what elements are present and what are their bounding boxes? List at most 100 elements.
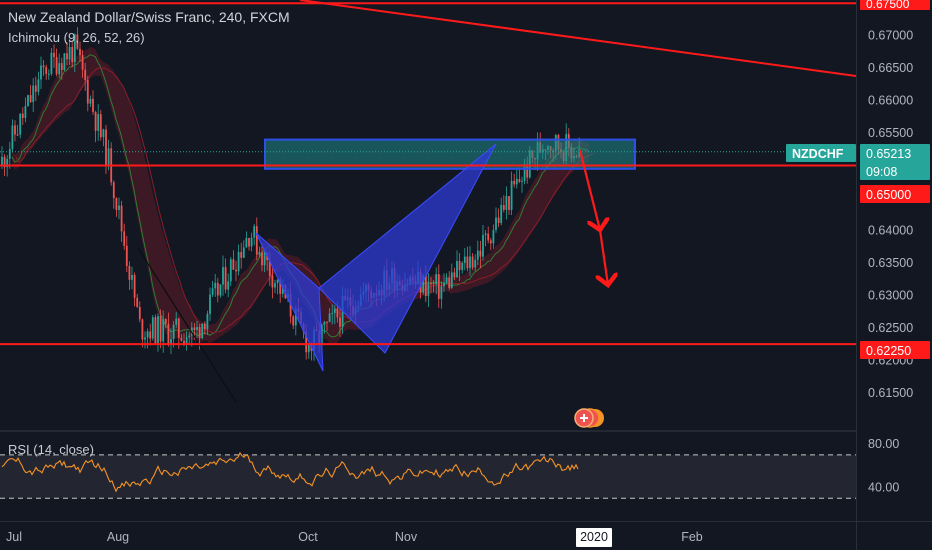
trendline-lower[interactable] xyxy=(137,247,237,403)
candle-body xyxy=(437,274,440,299)
candle-body xyxy=(232,259,235,270)
candle-body xyxy=(495,217,497,230)
candle-body xyxy=(222,267,224,285)
candle-body xyxy=(34,85,37,92)
candle-body xyxy=(235,269,237,272)
candle-body xyxy=(489,240,492,244)
candle-body xyxy=(97,114,100,131)
level-badge-0-6225[interactable]: 0.62250 xyxy=(860,341,930,359)
candle-body xyxy=(94,111,97,131)
candle-body xyxy=(214,282,217,289)
price-candles xyxy=(1,27,581,361)
last-price-badge[interactable]: 0.65213 09:08 xyxy=(860,144,930,180)
candle-body xyxy=(271,275,274,288)
candle-body xyxy=(68,46,71,60)
candle-body xyxy=(466,256,469,269)
candle-body xyxy=(40,65,42,80)
candle-body xyxy=(500,205,503,224)
candle-body xyxy=(105,129,107,167)
candle-body xyxy=(261,252,263,266)
candle-body xyxy=(37,79,40,92)
candle-body xyxy=(66,53,68,60)
candle-body xyxy=(268,260,271,276)
candle-body xyxy=(305,331,308,353)
candle-body xyxy=(456,261,458,278)
symbol-badge[interactable]: NZDCHF xyxy=(786,144,856,162)
price-top-badge[interactable]: 0.67500 xyxy=(860,0,930,11)
candle-body xyxy=(19,113,22,135)
candle-body xyxy=(461,262,464,271)
time-tick-label: 2020 xyxy=(580,530,608,544)
resistance-zone[interactable] xyxy=(264,138,636,170)
harmonic-pattern-right[interactable] xyxy=(318,143,497,354)
price-tick-label: 0.61500 xyxy=(868,386,913,400)
candle-body xyxy=(471,256,474,268)
candle-body xyxy=(279,279,282,294)
candle-body xyxy=(24,106,27,118)
candle-body xyxy=(523,164,526,181)
candle-body xyxy=(336,308,339,318)
candle-body xyxy=(206,313,209,330)
candle-body xyxy=(326,321,328,323)
time-axis[interactable]: Jul Aug Oct Nov 2020 Feb xyxy=(6,528,703,547)
candle-body xyxy=(58,63,61,75)
candle-body xyxy=(211,288,214,295)
level-badge-text: 0.62250 xyxy=(866,344,911,358)
candle-body xyxy=(188,335,191,338)
rsi-band xyxy=(0,454,856,499)
trendline-descending[interactable] xyxy=(299,0,857,77)
candle-body xyxy=(430,283,432,285)
candle-body xyxy=(440,286,443,299)
level-badge-0-65[interactable]: 0.65000 xyxy=(860,185,930,203)
candle-body xyxy=(505,196,508,210)
candle-body xyxy=(276,279,279,284)
chart-title[interactable]: New Zealand Dollar/Swiss Franc, 240, FXC… xyxy=(8,9,290,25)
candle-body xyxy=(185,337,188,345)
projection-arrow[interactable] xyxy=(578,149,608,285)
candle-body xyxy=(263,252,266,266)
candle-body xyxy=(1,156,3,166)
rsi-label[interactable]: RSI (14, close) xyxy=(8,442,94,457)
indicator-label[interactable]: Ichimoku (9, 26, 52, 26) xyxy=(8,30,145,45)
candle-body xyxy=(328,313,331,323)
candle-body xyxy=(157,316,159,344)
candle-body xyxy=(183,340,185,345)
rsi-tick-label: 80.00 xyxy=(868,437,899,451)
candle-body xyxy=(120,205,123,232)
rsi-line xyxy=(1,451,579,493)
event-icons[interactable] xyxy=(574,408,604,428)
candle-body xyxy=(248,238,250,247)
candle-body xyxy=(307,344,310,353)
candle-body xyxy=(492,229,495,244)
candle-body xyxy=(339,317,341,327)
time-tick-label: Aug xyxy=(107,530,129,544)
symbol-badge-text: NZDCHF xyxy=(792,147,844,161)
harmonic-pattern-left[interactable] xyxy=(255,232,324,372)
candle-body xyxy=(229,259,232,282)
rsi-axis[interactable]: 80.00 40.00 xyxy=(868,437,899,494)
candle-body xyxy=(518,178,521,182)
candle-body xyxy=(128,266,131,280)
candle-body xyxy=(201,323,204,339)
candle-body xyxy=(125,245,128,267)
candle-body xyxy=(476,250,479,260)
price-tick-label: 0.64000 xyxy=(868,223,913,237)
level-badge-text: 0.65000 xyxy=(866,188,911,202)
candle-body xyxy=(86,80,89,104)
candle-body xyxy=(144,337,146,340)
candle-body xyxy=(76,34,79,49)
candle-body xyxy=(453,272,456,278)
candle-body xyxy=(242,247,245,258)
candle-body xyxy=(237,251,240,272)
candle-body xyxy=(487,233,490,241)
candle-body xyxy=(484,233,487,235)
candle-body xyxy=(89,98,92,104)
candle-body xyxy=(151,317,154,339)
candle-body xyxy=(422,275,425,293)
candle-body xyxy=(14,125,16,135)
candle-body xyxy=(448,277,451,288)
candle-body xyxy=(50,52,53,74)
price-axis[interactable]: 0.67000 0.66500 0.66000 0.65500 0.64000 0.635… xyxy=(868,29,913,400)
candle-body xyxy=(8,149,11,159)
